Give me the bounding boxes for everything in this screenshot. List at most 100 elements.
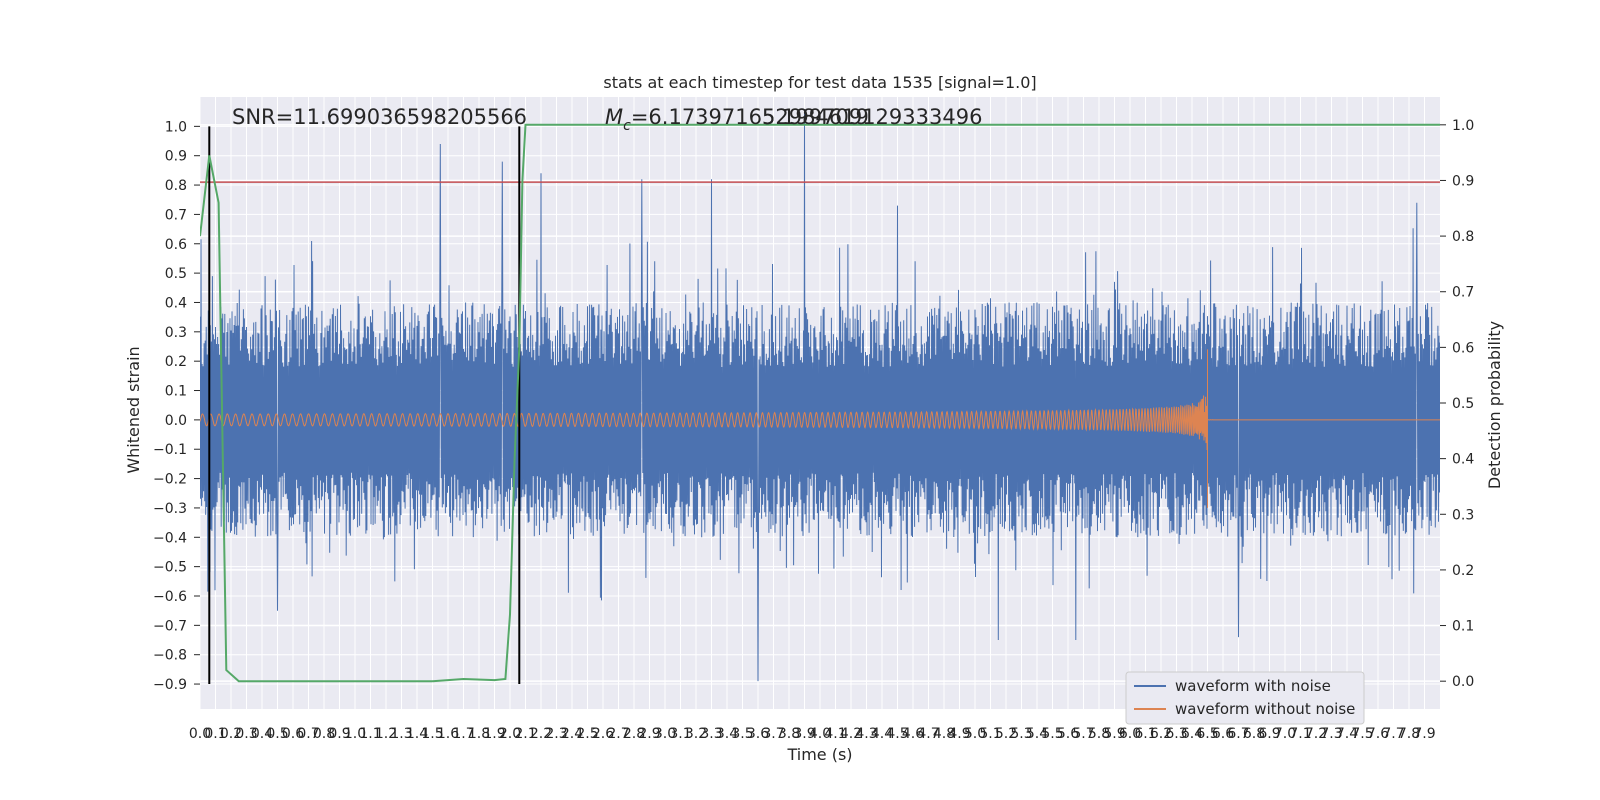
y-tick-label: 0.4 [165,295,187,311]
x-tick-label: 0.2 [220,726,242,742]
x-axis-ticks: 0.00.10.20.30.40.50.60.70.80.91.01.11.21… [189,726,1436,742]
x-tick-label: 4.2 [840,726,862,742]
x-tick-label: 5.3 [1010,726,1032,742]
x-tick-label: 7.1 [1289,726,1311,742]
x-tick-label: 5.2 [995,726,1017,742]
x-tick-label: 5.9 [1103,726,1125,742]
y-tick-label: −0.4 [153,530,187,546]
x-tick-label: 7.3 [1320,726,1342,742]
x-tick-label: 5.0 [964,726,986,742]
x-tick-label: 3.8 [778,726,800,742]
x-tick-label: 2.5 [576,726,598,742]
y-tick-label: 1.0 [165,119,187,135]
x-tick-label: 1.7 [452,726,474,742]
x-tick-label: 6.8 [1243,726,1265,742]
x-tick-label: 1.2 [375,726,397,742]
plot-marks [200,111,1440,685]
x-tick-label: 0.1 [204,726,226,742]
y2-tick-label: 0.3 [1452,507,1474,523]
y-tick-label: 0.5 [165,266,187,282]
x-tick-label: 6.1 [1134,726,1156,742]
legend-label-clean: waveform without noise [1175,700,1355,718]
y2-tick-label: 1.0 [1452,118,1474,134]
x-tick-label: 4.6 [902,726,924,742]
x-tick-label: 2.3 [545,726,567,742]
x-tick-label: 5.8 [1088,726,1110,742]
x-tick-label: 2.2 [530,726,552,742]
x-tick-label: 1.4 [406,726,428,742]
x-tick-label: 2.7 [607,726,629,742]
x-tick-label: 7.2 [1305,726,1327,742]
y-tick-label: 0.7 [165,207,187,223]
y2-tick-label: 0.1 [1452,619,1474,635]
x-tick-label: 2.8 [623,726,645,742]
legend: waveform with noise waveform without noi… [1125,671,1365,725]
y-tick-label: −0.3 [153,501,187,517]
x-tick-label: 7.4 [1336,726,1358,742]
x-tick-label: 2.0 [499,726,521,742]
x-tick-label: 1.0 [344,726,366,742]
x-tick-label: 1.8 [468,726,490,742]
x-tick-label: 0.7 [297,726,319,742]
y2-axis-label: Detection probability [1485,321,1504,489]
y2-axis-ticks: 1.0 0.9 0.8 0.7 0.6 0.5 0.4 0.3 0.2 0.1 0.0 [1440,118,1474,690]
x-tick-label: 0.8 [313,726,335,742]
x-tick-label: 0.9 [328,726,350,742]
x-tick-label: 0.4 [251,726,273,742]
legend-box [1125,671,1365,725]
x-tick-label: 2.6 [592,726,614,742]
x-tick-label: 3.4 [716,726,738,742]
y-tick-label: 0.6 [165,237,187,253]
y-tick-label: 0.8 [165,178,187,194]
x-tick-label: 6.5 [1196,726,1218,742]
y-tick-label: 0.3 [165,325,187,341]
y2-tick-label: 0.0 [1452,674,1474,690]
x-tick-label: 6.4 [1181,726,1203,742]
overlap-annotation: 5.199709129333496 [762,105,982,129]
x-tick-label: 3.1 [669,726,691,742]
y2-tick-label: 0.2 [1452,563,1474,579]
x-tick-label: 2.4 [561,726,583,742]
x-tick-label: 4.7 [917,726,939,742]
x-tick-label: 5.6 [1057,726,1079,742]
x-tick-label: 1.3 [390,726,412,742]
y2-tick-label: 0.7 [1452,285,1474,301]
x-tick-label: 0.6 [282,726,304,742]
chart-title: stats at each timestep for test data 153… [603,73,1036,92]
x-tick-label: 1.1 [359,726,381,742]
x-tick-label: 6.9 [1258,726,1280,742]
x-tick-label: 4.1 [824,726,846,742]
y-tick-label: −0.5 [153,560,187,576]
y2-tick-label: 0.5 [1452,396,1474,412]
x-tick-label: 3.5 [731,726,753,742]
y2-tick-label: 0.4 [1452,452,1474,468]
y-axis-ticks: 1.0 0.9 0.8 0.7 0.6 0.5 0.4 0.3 0.2 0.1 0.0 −0.1 −0.… [153,119,200,693]
x-tick-label: 3.0 [654,726,676,742]
x-tick-label: 5.5 [1041,726,1063,742]
x-tick-label: 7.7 [1382,726,1404,742]
x-tick-label: 6.6 [1212,726,1234,742]
x-tick-label: 5.7 [1072,726,1094,742]
y-tick-label: −0.8 [153,648,187,664]
x-tick-label: 6.7 [1227,726,1249,742]
x-tick-label: 0.3 [235,726,257,742]
y-tick-label: 0.9 [165,149,187,165]
snr-annotation: SNR=11.699036598205566 [232,105,527,129]
y-tick-label: 0.1 [165,384,187,400]
chirp-series [200,349,1440,508]
x-tick-label: 7.6 [1367,726,1389,742]
x-tick-label: 4.8 [933,726,955,742]
x-tick-label: 6.2 [1150,726,1172,742]
x-tick-label: 6.3 [1165,726,1187,742]
x-tick-label: 5.1 [979,726,1001,742]
y-axis-label: Whitened strain [124,346,143,473]
x-tick-label: 3.3 [700,726,722,742]
x-tick-label: 0.0 [189,726,211,742]
x-tick-label: 3.6 [747,726,769,742]
x-tick-label: 2.1 [514,726,536,742]
x-tick-label: 7.0 [1274,726,1296,742]
detection-probability-series [200,123,1440,683]
x-tick-label: 7.5 [1351,726,1373,742]
x-tick-label: 3.2 [685,726,707,742]
